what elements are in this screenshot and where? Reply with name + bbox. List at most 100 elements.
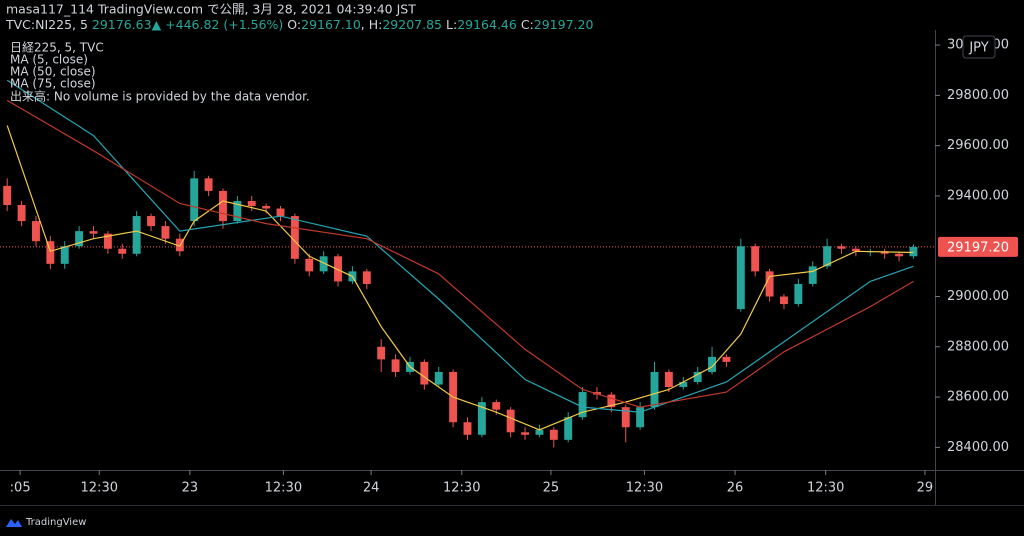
h-value: 29207.85 xyxy=(382,17,442,32)
candle-body xyxy=(765,271,774,297)
candle-body xyxy=(103,233,112,249)
candle-body xyxy=(276,208,285,217)
candle-body xyxy=(521,432,529,435)
candle-body xyxy=(89,231,98,234)
candle-body xyxy=(75,231,84,247)
o-value: 29167.10 xyxy=(301,17,361,32)
candle-body xyxy=(420,361,429,385)
candle-body xyxy=(909,246,918,257)
candle-body xyxy=(679,382,688,388)
candle-body xyxy=(693,371,702,382)
last-value: 29176.63 xyxy=(92,17,152,32)
candle-body xyxy=(175,238,184,252)
candle-body xyxy=(362,271,371,284)
candle-body xyxy=(607,394,616,408)
candle-body xyxy=(190,178,199,222)
candle-body xyxy=(262,206,271,209)
x-tick-label: 29 xyxy=(917,481,934,496)
candle-body xyxy=(506,409,515,433)
ma-line xyxy=(6,99,914,408)
candle-body xyxy=(60,246,69,264)
candle-body xyxy=(247,200,256,206)
candle-body xyxy=(837,246,846,249)
candle-body xyxy=(132,216,141,254)
x-tick-label: 12:30 xyxy=(81,481,118,496)
candle-body xyxy=(549,429,558,440)
candle-body xyxy=(477,402,486,435)
candle-body xyxy=(17,204,26,222)
candle-body xyxy=(32,221,40,242)
plot xyxy=(0,79,935,448)
h-label: H: xyxy=(369,17,383,32)
candle-body xyxy=(334,256,342,282)
x-tick-label: 24 xyxy=(363,481,380,496)
legend-title: 日経225, 5, TVC xyxy=(10,41,104,55)
y-tick-label: 28400.00 xyxy=(947,440,1009,455)
candle-body xyxy=(377,346,386,360)
logo: TradingView xyxy=(6,517,86,528)
candle-body xyxy=(895,253,903,257)
c-label: C: xyxy=(521,17,534,32)
candle-body xyxy=(535,429,544,435)
candle-body xyxy=(434,371,443,385)
logo-icon xyxy=(6,519,22,527)
y-tick-label: 29000.00 xyxy=(947,289,1009,304)
y-tick-label: 29600.00 xyxy=(947,138,1009,153)
legend-entry: MA (50, close) xyxy=(10,65,96,79)
last-price-tag xyxy=(938,236,1018,257)
candle-body xyxy=(219,190,227,222)
x-tick-label: 12:30 xyxy=(443,481,480,496)
x-tick-label: :05 xyxy=(10,481,31,496)
arrow: ▲ xyxy=(152,17,162,32)
candle-body xyxy=(650,371,659,408)
candle-body xyxy=(578,392,587,418)
footer-text: TradingView xyxy=(25,517,86,528)
candle-body xyxy=(780,296,788,305)
currency-box xyxy=(962,35,996,59)
volume-note: 出来高: No volume is provided by the data v… xyxy=(10,89,310,104)
candle-body xyxy=(319,256,328,272)
x-tick-label: 26 xyxy=(727,481,744,496)
ma-line xyxy=(6,125,914,431)
header-line2: TVC:NI225, 5 29176.63▲ +446.82 (+1.56%) … xyxy=(5,17,593,32)
candle-body xyxy=(290,216,299,259)
candle-body xyxy=(46,241,55,264)
candle-body xyxy=(808,266,817,284)
candle-body xyxy=(664,371,673,388)
candle-body xyxy=(305,258,314,272)
legend-entry: MA (75, close) xyxy=(10,77,96,91)
candle-body xyxy=(880,251,889,254)
candle-body xyxy=(564,417,573,440)
candle-body xyxy=(636,407,645,428)
candle-body xyxy=(147,216,155,227)
candle-body xyxy=(391,359,400,372)
symbol: TVC:NI225, 5 xyxy=(5,17,88,32)
candle-body xyxy=(463,422,472,435)
candle-body xyxy=(118,248,127,254)
candle-body xyxy=(161,226,170,239)
candle-body xyxy=(751,246,760,272)
o-label: O: xyxy=(287,17,301,32)
x-tick-label: 12:30 xyxy=(807,481,844,496)
x-tick-label: 12:30 xyxy=(265,481,302,496)
y-tick-label: 29800.00 xyxy=(947,88,1009,103)
candle-body xyxy=(794,283,803,305)
y-tick-label: 29400.00 xyxy=(947,188,1009,203)
candle-body xyxy=(3,185,12,205)
candle-body xyxy=(204,178,213,191)
x-tick-label: 12:30 xyxy=(626,481,663,496)
legend-entry: MA (5, close) xyxy=(10,53,88,67)
candle-body xyxy=(851,248,860,252)
x-tick-label: 25 xyxy=(543,481,560,496)
candle-body xyxy=(736,246,745,310)
x-tick-label: 23 xyxy=(182,481,199,496)
candle-body xyxy=(823,246,832,267)
c-value: 29197.20 xyxy=(534,17,594,32)
header-line1: masa117_114 TradingView.com で公開, 3月 28, … xyxy=(6,2,416,17)
y-tick-label: 28800.00 xyxy=(947,339,1009,354)
ma-line xyxy=(6,79,914,413)
l-label: L: xyxy=(446,17,457,32)
